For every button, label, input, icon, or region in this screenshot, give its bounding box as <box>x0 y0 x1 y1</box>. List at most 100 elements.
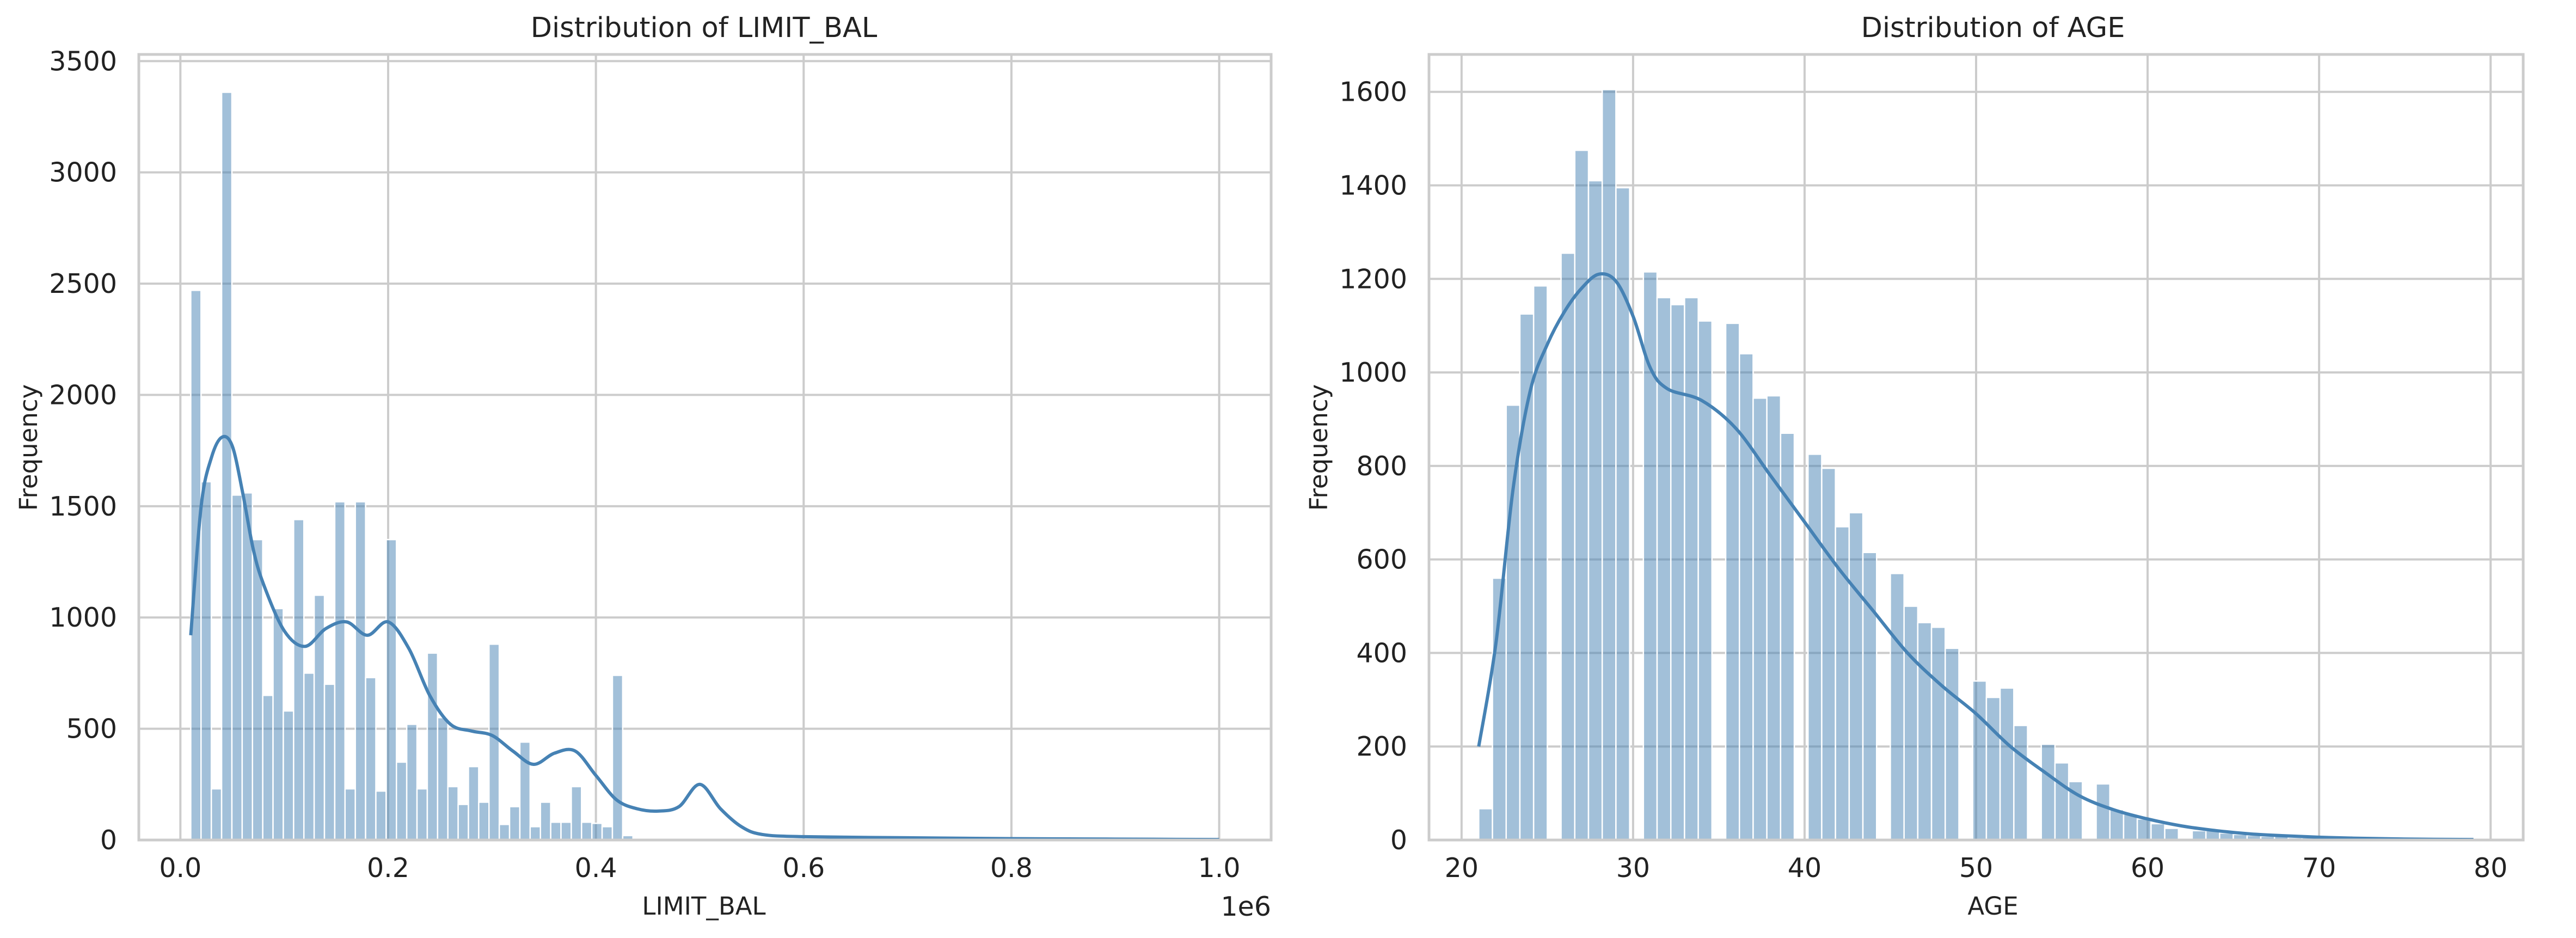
histogram-bar <box>1985 696 2001 841</box>
histogram-bar <box>488 643 500 841</box>
histogram-bar <box>1972 680 1988 841</box>
histogram-bar <box>2191 830 2207 841</box>
histogram-bar <box>591 823 603 841</box>
x-tick-label: 50 <box>1959 853 1993 884</box>
histogram-bar <box>354 501 366 841</box>
histogram-bar <box>447 786 459 841</box>
age-histogram: Distribution of AGE AGE Frequency 0 200 40… <box>1304 12 2525 921</box>
y-tick-label: 3000 <box>49 157 117 188</box>
y-tick-label: 200 <box>1356 731 1407 762</box>
histogram-bar <box>2040 743 2056 841</box>
histogram-bars <box>190 91 1210 841</box>
histogram-bar <box>406 724 418 841</box>
histogram-bar <box>2123 813 2138 841</box>
x-tick-label: 60 <box>2131 853 2164 884</box>
histogram-bar <box>375 790 387 841</box>
x-tick-label: 0.8 <box>990 853 1033 884</box>
y-tick-label: 400 <box>1356 637 1407 669</box>
y-axis-label: Frequency <box>1304 384 1333 511</box>
histogram-bar <box>323 683 336 841</box>
histogram-bar <box>1532 285 1548 841</box>
histogram-bar <box>1766 395 1782 841</box>
histogram-bar <box>1670 304 1685 841</box>
histogram-bar <box>468 765 480 841</box>
histogram-bar <box>385 538 397 841</box>
histogram-bar <box>2109 808 2125 841</box>
y-axis-label: Frequency <box>14 384 43 511</box>
y-tick-label: 3500 <box>49 46 117 77</box>
histogram-bar <box>334 501 346 841</box>
histogram-bar <box>2054 762 2070 841</box>
kde-curve <box>189 434 1219 842</box>
x-tick-label: 0.4 <box>575 853 617 884</box>
histogram-bar <box>1560 252 1576 841</box>
histogram-bar <box>1862 551 1878 841</box>
histogram-bar <box>365 677 377 841</box>
y-tick-label: 600 <box>1356 544 1407 575</box>
plot-frame <box>1427 53 2525 842</box>
x-tick-label: 80 <box>2474 853 2507 884</box>
histogram-bar <box>252 538 263 841</box>
histogram-bar <box>457 804 469 841</box>
y-tick-label: 0 <box>100 825 117 856</box>
x-tick-label: 0.6 <box>782 853 825 884</box>
histogram-bar <box>539 801 551 841</box>
histogram-bar <box>1890 573 1905 841</box>
histogram-bar <box>571 786 582 841</box>
plot-frame <box>137 53 1273 842</box>
x-tick-labels: 0.0 0.2 0.4 0.6 0.8 1.0 <box>159 853 1240 884</box>
histogram-bar <box>1505 404 1521 841</box>
histogram-bar <box>1601 89 1617 841</box>
x-axis-label: LIMIT_BAL <box>642 892 765 921</box>
histogram-bar <box>1821 467 1836 841</box>
x-tick-labels: 20 30 40 50 60 70 80 <box>1445 853 2508 884</box>
histogram-bar <box>272 608 284 841</box>
histogram-bar <box>1917 622 1933 841</box>
histogram-bar <box>1999 687 2015 841</box>
x-axis-label: AGE <box>1967 892 2018 921</box>
histogram-bar <box>2013 725 2028 841</box>
histogram-bar <box>416 788 428 841</box>
limit-bal-histogram: Distribution of LIMIT_BAL LIMIT_BAL Freq… <box>14 12 1273 922</box>
histogram-bar <box>601 826 614 841</box>
y-tick-label: 1600 <box>1339 77 1407 108</box>
histogram-bar <box>550 821 562 841</box>
histogram-bar <box>1574 149 1590 841</box>
y-tick-label: 0 <box>1390 825 1407 856</box>
histogram-bar <box>262 695 274 841</box>
x-axis-offset-label: 1e6 <box>1221 891 1272 922</box>
y-tick-label: 1000 <box>49 602 117 633</box>
histogram-bar <box>344 788 356 841</box>
histogram-bar <box>478 801 490 841</box>
histogram-bar <box>1519 313 1535 841</box>
chart-title: Distribution of LIMIT_BAL <box>531 12 878 44</box>
y-tick-labels: 0 500 1000 1500 2000 2500 3000 3500 <box>49 46 117 856</box>
y-tick-label: 1500 <box>49 491 117 522</box>
y-tick-label: 1000 <box>1339 357 1407 388</box>
histogram-bar <box>1807 453 1823 841</box>
histogram-bar <box>395 761 408 841</box>
histogram-bar <box>293 519 305 841</box>
histogram-bar <box>303 672 315 841</box>
gridlines <box>139 54 1271 841</box>
histogram-bar <box>2095 783 2111 841</box>
y-tick-label: 1200 <box>1339 263 1407 295</box>
histogram-bar <box>210 788 223 841</box>
x-tick-label: 1.0 <box>1198 853 1241 884</box>
histogram-bar <box>508 806 521 841</box>
histogram-bar <box>200 481 212 841</box>
histogram-bar <box>611 675 624 841</box>
histogram-bar <box>437 716 449 841</box>
chart-title: Distribution of AGE <box>1861 12 2125 44</box>
histogram-bar <box>581 821 593 841</box>
histogram-bar <box>1738 353 1754 841</box>
histogram-bar <box>1656 297 1672 841</box>
histogram-bar <box>1903 605 1919 841</box>
y-tick-label: 2500 <box>49 268 117 299</box>
x-tick-label: 0.2 <box>367 853 409 884</box>
kde-curve <box>1477 272 2474 842</box>
y-tick-labels: 0 200 400 600 800 1000 1200 1400 1600 <box>1339 77 1407 856</box>
y-tick-label: 800 <box>1356 451 1407 482</box>
histogram-bar <box>1930 626 1946 841</box>
